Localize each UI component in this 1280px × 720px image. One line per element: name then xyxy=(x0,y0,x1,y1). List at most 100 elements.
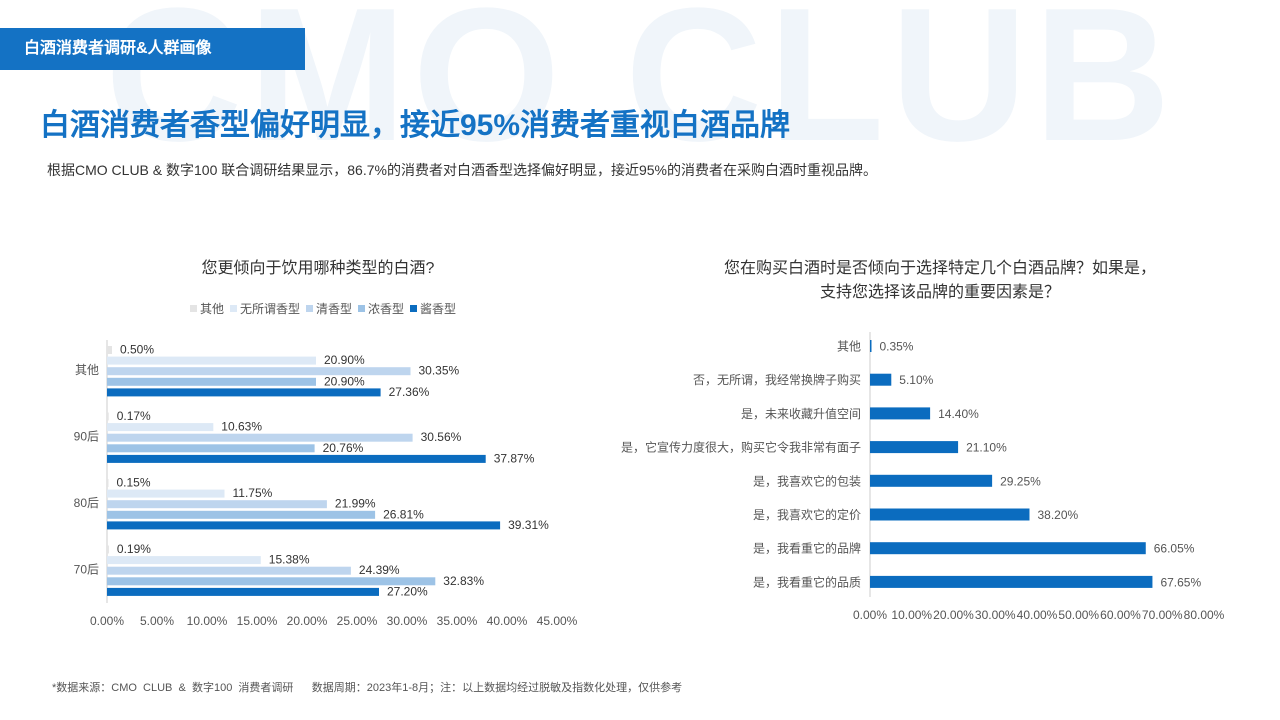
right-bar-1 xyxy=(870,373,892,386)
left-tick-label-7: 35.00% xyxy=(437,614,478,628)
left-data-label-1-2: 30.56% xyxy=(421,430,462,444)
right-bar-3 xyxy=(870,441,959,454)
right-tick-label-8: 80.00% xyxy=(1184,608,1225,622)
left-chart-title: 您更倾向于饮用哪种类型的白酒? xyxy=(201,260,435,277)
left-tick-label-3: 15.00% xyxy=(237,614,278,628)
left-bar-1-3 xyxy=(107,444,315,453)
left-legend-label-4: 酱香型 xyxy=(420,301,456,316)
left-bar-1-2 xyxy=(107,433,413,442)
right-data-label-3: 21.10% xyxy=(966,441,1007,455)
right-data-label-1: 5.10% xyxy=(899,373,933,387)
left-tick-label-6: 30.00% xyxy=(387,614,428,628)
right-data-label-0: 0.35% xyxy=(879,340,913,354)
right-category-label-3: 是，它宣传力度很大，购买它令我非常有面子 xyxy=(621,440,861,455)
left-data-label-2-1: 11.75% xyxy=(233,486,273,500)
left-bar-2-2 xyxy=(107,500,327,509)
left-category-label-1: 90后 xyxy=(74,430,99,444)
left-data-label-2-4: 39.31% xyxy=(508,518,549,532)
left-data-label-2-2: 21.99% xyxy=(335,497,376,511)
left-data-label-2-3: 26.81% xyxy=(383,507,424,521)
right-tick-label-1: 10.00% xyxy=(891,608,932,622)
right-category-label-1: 否，无所谓，我经常换牌子购买 xyxy=(693,372,861,387)
right-tick-label-0: 0.00% xyxy=(853,608,887,622)
left-legend-swatch-2 xyxy=(306,305,313,312)
right-bar-7 xyxy=(870,575,1153,588)
left-data-label-1-4: 37.87% xyxy=(494,451,535,465)
left-legend-label-2: 清香型 xyxy=(316,302,352,316)
right-tick-label-4: 40.00% xyxy=(1017,608,1058,622)
left-category-label-3: 70后 xyxy=(74,563,99,577)
right-data-label-6: 66.05% xyxy=(1154,542,1195,556)
left-tick-label-1: 5.00% xyxy=(140,614,174,628)
right-tick-label-3: 30.00% xyxy=(975,608,1016,622)
left-bar-3-2 xyxy=(107,566,351,575)
left-legend-swatch-0 xyxy=(190,305,197,312)
section-tag: 白酒消费者调研&人群画像 xyxy=(0,28,305,70)
left-bar-3-4 xyxy=(107,587,379,596)
left-data-label-3-3: 32.83% xyxy=(443,574,484,588)
left-data-label-1-0: 0.17% xyxy=(117,409,151,423)
left-data-label-1-3: 20.76% xyxy=(323,441,364,455)
left-data-label-3-1: 15.38% xyxy=(269,553,310,567)
left-data-label-3-2: 24.39% xyxy=(359,563,400,577)
right-data-label-2: 14.40% xyxy=(938,407,979,421)
left-data-label-0-1: 20.90% xyxy=(324,353,365,367)
page-subtitle: 根据CMO CLUB & 数字100 联合调研结果显示，86.7%的消费者对白酒… xyxy=(47,162,877,178)
left-bar-2-0 xyxy=(107,479,109,487)
left-data-label-3-0: 0.19% xyxy=(117,542,151,556)
left-bar-1-1 xyxy=(107,423,214,432)
left-legend-label-3: 浓香型 xyxy=(368,302,404,316)
left-bar-3-0 xyxy=(107,545,109,554)
right-tick-label-5: 50.00% xyxy=(1058,608,1099,622)
right-category-label-0: 其他 xyxy=(837,340,861,354)
left-tick-label-5: 25.00% xyxy=(337,614,378,628)
left-bar-0-0 xyxy=(107,346,112,354)
left-data-label-0-0: 0.50% xyxy=(120,343,154,357)
right-bar-6 xyxy=(870,542,1146,555)
right-category-label-6: 是，我看重它的品牌 xyxy=(753,541,861,556)
left-legend-swatch-1 xyxy=(230,305,237,312)
left-data-label-0-3: 20.90% xyxy=(324,374,365,388)
left-bar-3-3 xyxy=(107,577,436,586)
left-category-label-0: 其他 xyxy=(75,363,99,377)
left-bar-2-4 xyxy=(107,521,501,530)
left-tick-label-9: 45.00% xyxy=(537,614,578,628)
left-tick-label-2: 10.00% xyxy=(187,614,228,628)
left-data-label-0-2: 30.35% xyxy=(419,364,460,378)
right-chart-title-line-1: 您在购买白酒时是否倾向于选择特定几个白酒品牌？如果是， xyxy=(723,260,1156,277)
left-data-label-1-1: 10.63% xyxy=(221,420,262,434)
right-bar-0 xyxy=(870,340,872,352)
left-data-label-2-0: 0.15% xyxy=(117,476,151,490)
left-legend-label-1: 无所谓香型 xyxy=(240,302,300,316)
left-tick-label-0: 0.00% xyxy=(90,614,124,628)
right-data-label-5: 38.20% xyxy=(1037,508,1078,522)
right-category-label-2: 是，未来收藏升值空间 xyxy=(741,406,861,421)
right-chart-title-line-2: 支持您选择该品牌的重要因素是？ xyxy=(819,284,1060,301)
left-tick-label-8: 40.00% xyxy=(487,614,528,628)
right-tick-label-2: 20.00% xyxy=(933,608,974,622)
left-data-label-0-4: 27.36% xyxy=(389,385,430,399)
left-bar-0-4 xyxy=(107,388,381,397)
right-category-label-4: 是，我喜欢它的包装 xyxy=(753,473,861,488)
left-tick-label-4: 20.00% xyxy=(287,614,328,628)
right-category-label-5: 是，我喜欢它的定价 xyxy=(753,507,861,522)
right-bar-4 xyxy=(870,474,993,487)
left-bar-0-3 xyxy=(107,377,316,386)
left-bar-2-1 xyxy=(107,489,225,498)
left-bar-2-3 xyxy=(107,510,376,519)
left-bar-0-1 xyxy=(107,356,316,365)
right-bar-5 xyxy=(870,508,1030,521)
right-tick-label-7: 70.00% xyxy=(1142,608,1183,622)
page-title: 白酒消费者香型偏好明显，接近95%消费者重视白酒品牌 xyxy=(40,109,791,142)
footnote: *数据来源：CMO CLUB & 数字100 消费者调研 数据周期：2023年1… xyxy=(52,682,683,694)
left-legend-label-0: 其他 xyxy=(200,302,224,316)
left-bar-1-4 xyxy=(107,454,486,463)
left-bar-3-1 xyxy=(107,556,261,565)
left-bar-1-0 xyxy=(107,412,109,421)
left-legend-swatch-3 xyxy=(358,305,365,312)
left-category-label-2: 80后 xyxy=(74,496,99,510)
left-legend-swatch-4 xyxy=(410,305,417,312)
left-data-label-3-4: 27.20% xyxy=(387,584,428,598)
right-category-label-7: 是，我看重它的品质 xyxy=(753,574,861,589)
